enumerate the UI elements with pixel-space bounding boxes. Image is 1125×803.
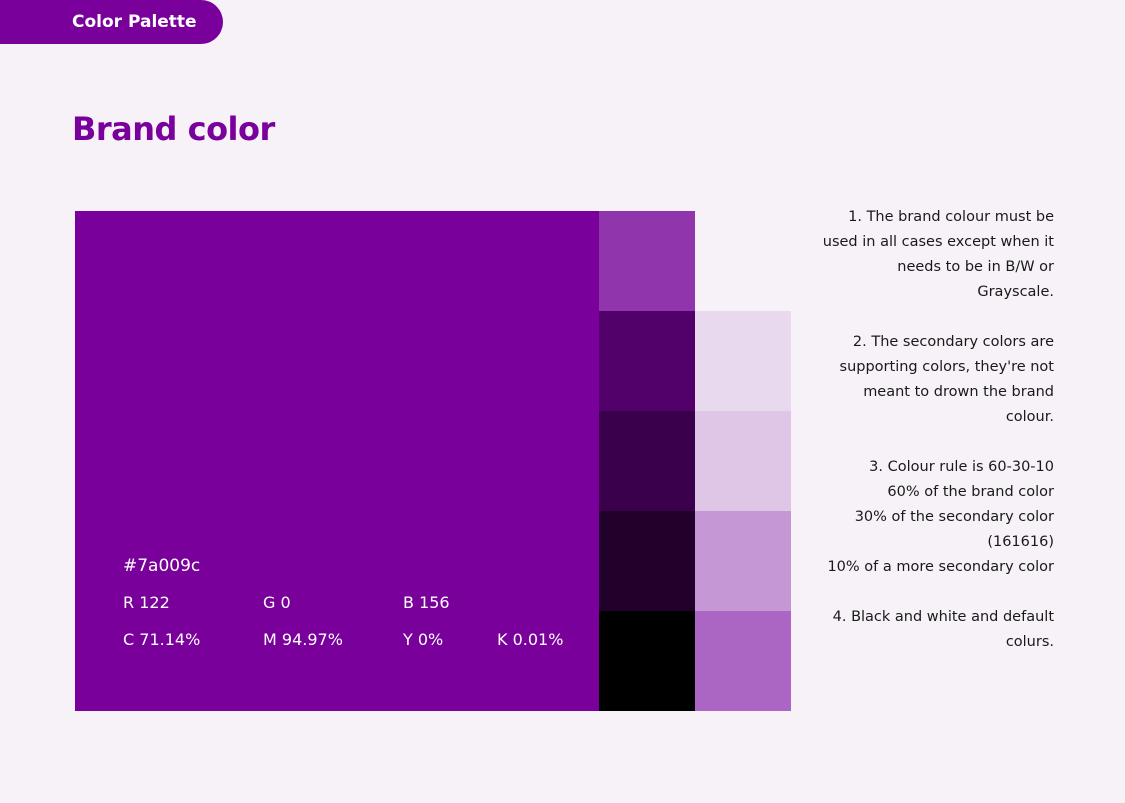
color-palette-tab-label: Color Palette: [72, 12, 197, 32]
cmyk-k-value: K 0.01%: [497, 630, 564, 649]
rgb-r-value: R 122: [123, 593, 170, 612]
usage-note-3: 3. Colour rule is 60-30-10 60% of the br…: [827, 459, 1054, 575]
color-palette-tab: Color Palette: [0, 0, 223, 44]
brand-color-swatch: #7a009c R 122 G 0 B 156 C 71.14% M 94.97…: [75, 211, 599, 711]
shade-swatch-dark-1: [599, 211, 695, 311]
rgb-b-value: B 156: [403, 593, 450, 612]
cmyk-y-value: Y 0%: [403, 630, 444, 649]
shade-swatch-dark-2: [599, 311, 695, 411]
usage-notes: 1. The brand colour must be used in all …: [820, 205, 1054, 680]
tint-swatch-light-4: [695, 611, 791, 711]
usage-note-1: 1. The brand colour must be used in all …: [822, 209, 1054, 300]
cmyk-m-value: M 94.97%: [263, 630, 343, 649]
tint-swatch-light-3: [695, 511, 791, 611]
tint-swatch-light-1: [695, 311, 791, 411]
rgb-g-value: G 0: [263, 593, 291, 612]
cmyk-c-value: C 71.14%: [123, 630, 201, 649]
usage-note-2: 2. The secondary colors are supporting c…: [839, 334, 1054, 425]
usage-note-4: 4. Black and white and default colurs.: [832, 609, 1054, 650]
shade-swatch-dark-3: [599, 411, 695, 511]
tint-swatch-light-2: [695, 411, 791, 511]
shade-swatch-dark-5: [599, 611, 695, 711]
shade-swatch-dark-4: [599, 511, 695, 611]
page-title: Brand color: [72, 110, 275, 148]
brand-hex-value: #7a009c: [123, 556, 201, 576]
